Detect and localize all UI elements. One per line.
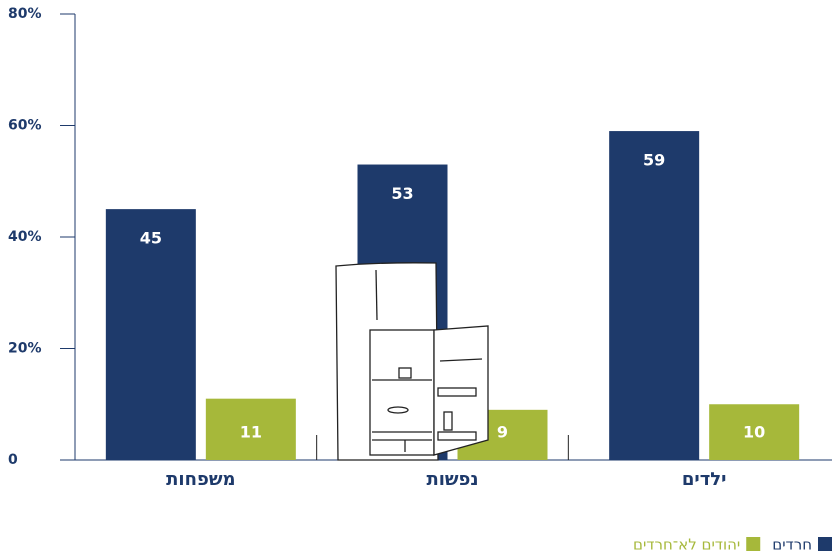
bar (609, 131, 700, 460)
x-tick-label: ילדים (682, 469, 727, 490)
y-tick-label: 60% (8, 118, 42, 134)
y-tick-label: 20% (8, 341, 42, 357)
value-label: 10 (743, 423, 765, 442)
bar (105, 209, 196, 460)
x-tick-label: נפשות (426, 469, 478, 490)
y-tick-label: 0 (8, 452, 18, 468)
bar (205, 398, 296, 460)
value-label: 11 (240, 423, 262, 442)
value-label: 53 (391, 184, 413, 203)
value-label: 59 (643, 151, 665, 170)
legend-swatch (818, 537, 832, 551)
value-label: 9 (497, 423, 508, 442)
legend-label: יהודים לא־חרדים (633, 536, 740, 554)
legend-label: חרדים (772, 536, 812, 554)
y-tick-label: 40% (8, 229, 42, 245)
y-tick-label: 80% (8, 6, 42, 22)
x-tick-label: משפחות (166, 469, 235, 490)
bar (709, 404, 800, 460)
value-label: 45 (140, 229, 162, 248)
legend-swatch (746, 537, 761, 551)
refrigerator-illustration (335, 262, 489, 461)
